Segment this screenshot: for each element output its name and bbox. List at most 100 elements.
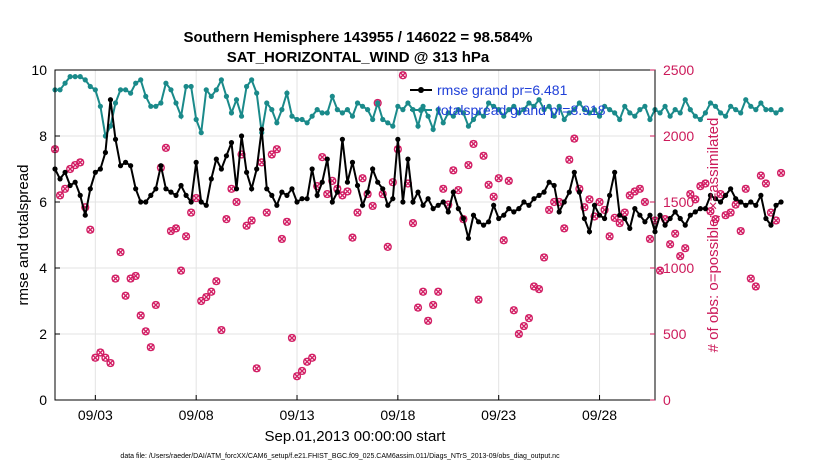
obs-possible-point [368,201,377,211]
rmse-point [465,235,472,241]
spread-point [274,120,280,126]
obs-possible-point [701,179,710,188]
obs-assimilated-point [207,288,215,296]
obs-assimilated-point [278,235,286,243]
rmse-point [450,189,456,195]
rmse-point [324,156,330,162]
obs-possible-point [66,164,75,174]
spread-point [496,107,502,113]
spread-point [682,97,688,103]
spread-point [208,93,214,99]
spread-point [591,107,598,113]
obs-assimilated-point [777,169,785,177]
obs-possible-point [605,232,614,241]
obs-possible-point [358,174,367,183]
spread-point [107,123,114,129]
spread-point [97,103,103,109]
rmse-point [304,196,310,202]
obs-assimilated-point [712,215,719,223]
spread-point [193,116,199,123]
obs-possible-point [252,364,261,373]
rmse-point [289,186,295,192]
obs-possible-point [509,306,518,315]
obs-assimilated-point [747,275,755,283]
obs-assimilated-point [434,288,442,296]
rmse-point [561,199,567,205]
spread-point [87,83,93,90]
obs-possible-point [741,184,750,193]
obs-possible-point [539,253,549,262]
obs-possible-point [212,277,221,286]
rmse-point [536,192,542,198]
obs-assimilated-point [727,209,735,217]
spread-point [667,113,673,119]
obs-assimilated-point [61,185,69,193]
obs-possible-point [610,213,619,222]
left-tick-label: 8 [39,128,47,144]
obs-assimilated-point [611,214,619,222]
series-layer [50,71,786,381]
spread-point [198,130,204,136]
obs-assimilated-point [308,354,316,362]
rmse-point [67,182,73,189]
spread-point [72,74,78,80]
rmse-point [531,196,537,202]
rmse-point [77,192,83,198]
spread-point [556,103,562,109]
rmse-point [591,202,598,208]
obs-assimilated-point [152,301,160,309]
spread-point [309,113,315,119]
spread-point [450,113,456,119]
obs-possible-point [308,353,317,362]
spread-point [455,107,461,113]
obs-assimilated-point [671,230,679,238]
rmse-point [254,166,260,172]
obs-assimilated-point [101,354,109,362]
spread-point [672,107,678,113]
rmse-point [375,179,381,185]
obs-possible-point [287,333,297,343]
rmse-point [122,159,129,165]
spread-point [284,90,290,96]
rmse-point [128,163,134,169]
obs-possible-point [726,208,735,217]
obs-possible-point [55,191,65,200]
spread-point [516,110,522,116]
rmse-point [243,169,250,175]
left-tick-label: 6 [39,194,47,210]
obs-assimilated-point [268,150,276,158]
obs-possible-point [353,208,362,217]
spread-point [728,103,734,109]
spread-point [632,113,638,119]
spread-point [375,100,381,106]
rmse-point [259,126,265,132]
spread-point [717,110,724,116]
obs-assimilated-point [182,232,190,240]
rmse-point [526,202,532,208]
rmse-point [218,166,224,172]
spread-point [707,100,714,106]
obs-assimilated-point [752,282,760,290]
spread-point [642,103,648,109]
spread-point [561,116,567,123]
spread-point [168,87,174,93]
spread-point [349,113,356,119]
rmse-point [753,202,759,208]
obs-possible-point [383,242,392,251]
spread-point [415,123,421,129]
obs-assimilated-point [500,236,508,244]
spread-point [67,74,73,80]
obs-assimilated-point [192,194,200,202]
spread-point [758,100,764,106]
spread-point [153,103,159,109]
rmse-point [264,186,270,192]
spread-point [596,113,603,119]
rmse-point [506,206,512,212]
obs-assimilated-point [636,185,644,193]
spread-point [329,93,335,99]
x-axis: 09/03 09/08 09/13 09/18 09/23 09/28 [78,395,617,423]
rmse-point [445,209,451,215]
spread-point [228,110,235,116]
obs-assimilated-point [227,185,235,193]
rmse-point [274,202,280,208]
